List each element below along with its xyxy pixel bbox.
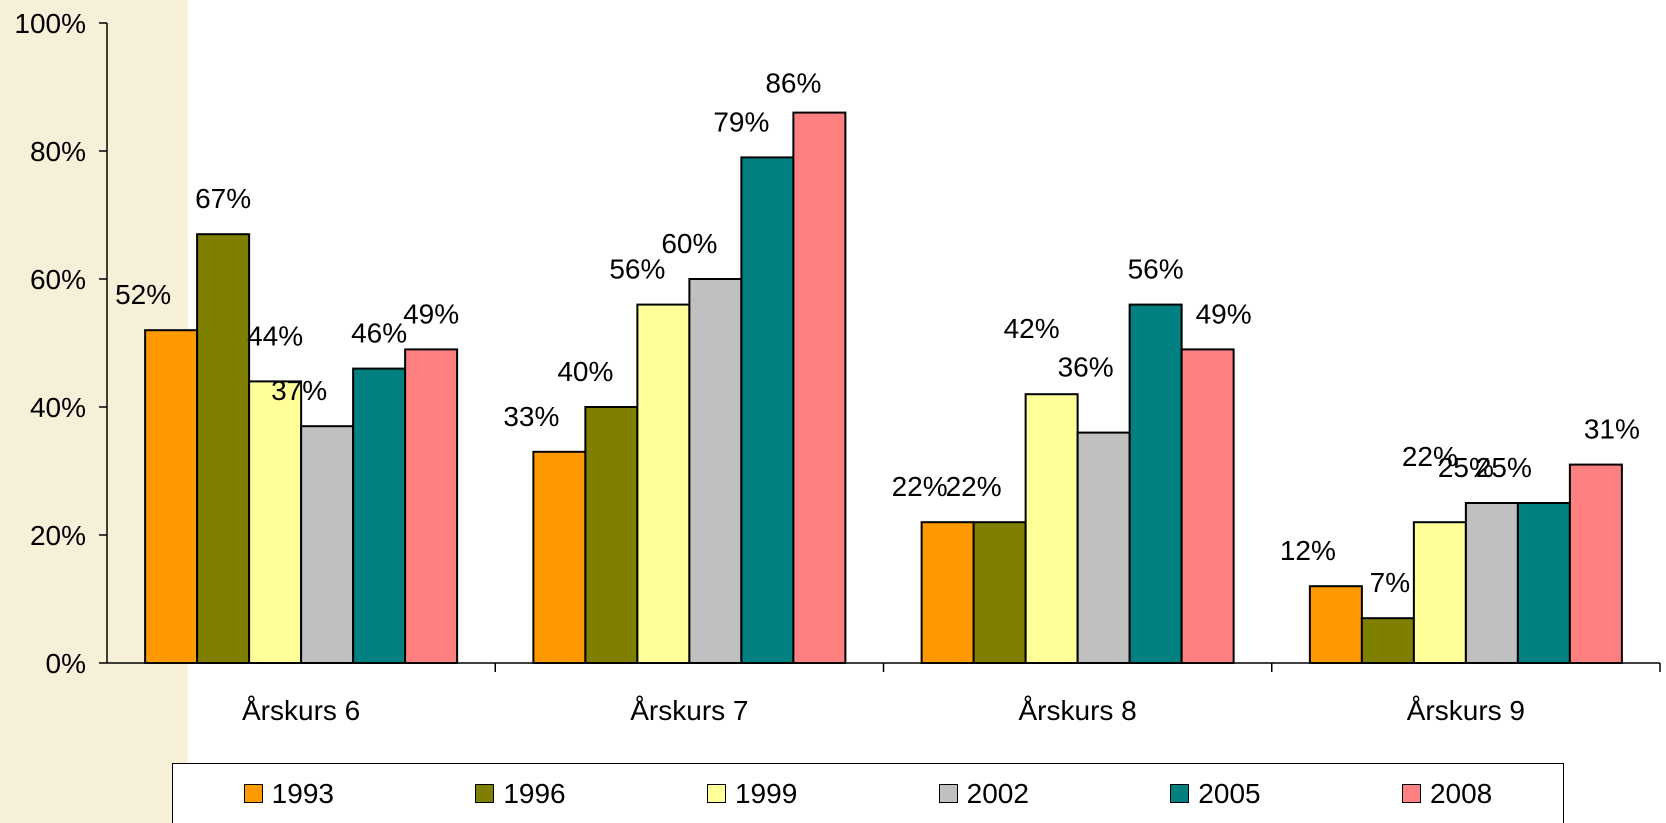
bar-1999-0	[248, 380, 303, 664]
bar-2002-1	[688, 278, 743, 664]
legend: 1993 1996 1999 2002 2005 2008	[172, 763, 1564, 823]
data-label: 67%	[195, 183, 251, 214]
bar-1999-1	[636, 303, 691, 664]
category-label: Årskurs 7	[630, 695, 748, 726]
data-label: 12%	[1280, 535, 1336, 566]
legend-swatch	[938, 784, 958, 803]
data-label: 52%	[115, 279, 171, 310]
bar-1996-0	[196, 233, 251, 664]
data-label: 31%	[1584, 414, 1640, 445]
category-label: Årskurs 9	[1407, 695, 1525, 726]
bar-1999-2	[1024, 393, 1079, 664]
legend-item: 2008	[1401, 777, 1493, 810]
data-label: 56%	[1128, 254, 1184, 285]
data-label: 25%	[1476, 452, 1532, 483]
bar-1999-3	[1412, 521, 1467, 665]
data-label: 60%	[661, 228, 717, 259]
data-label: 79%	[713, 106, 769, 137]
y-tick-label: 80%	[30, 136, 86, 167]
bar-2002-3	[1464, 502, 1519, 664]
legend-swatch	[475, 784, 495, 803]
y-tick-label: 40%	[30, 392, 86, 423]
bar-2005-3	[1516, 502, 1571, 664]
legend-item: 2005	[1170, 777, 1261, 810]
category-label: Årskurs 6	[242, 695, 360, 726]
bar-1993-2	[920, 521, 975, 665]
data-label: 40%	[557, 356, 613, 387]
legend-label: 2002	[966, 777, 1029, 809]
bar-2002-2	[1076, 431, 1131, 664]
data-label: 49%	[403, 298, 459, 329]
data-label: 49%	[1196, 298, 1252, 329]
y-tick-label: 20%	[30, 520, 86, 551]
y-tick-label: 100%	[14, 8, 86, 39]
category-label: Årskurs 8	[1019, 695, 1137, 726]
legend-label: 1996	[503, 777, 566, 809]
data-label: 7%	[1370, 567, 1410, 598]
data-label: 22%	[946, 471, 1002, 502]
bar-1996-2	[972, 521, 1027, 665]
data-label: 25%	[1438, 452, 1494, 483]
y-tick-label: 60%	[30, 264, 86, 295]
data-label: 56%	[609, 254, 665, 285]
bar-2005-2	[1128, 303, 1183, 664]
legend-swatch	[243, 784, 263, 803]
data-label: 44%	[247, 320, 303, 351]
data-label: 37%	[271, 375, 327, 406]
legend-label: 2005	[1198, 777, 1261, 809]
legend-item: 2002	[938, 777, 1029, 810]
legend-label: 1999	[734, 777, 798, 809]
bar-2008-1	[792, 111, 847, 665]
bar-chart: 0% 20% 40% 60% 80% 100% Årskurs 6 Årskurs 7 Årsk…	[14, 8, 1661, 726]
legend-item: 1996	[475, 777, 566, 810]
bar-2005-0	[352, 367, 407, 664]
data-label: 86%	[765, 68, 821, 99]
data-label: 46%	[351, 318, 407, 349]
bar-2005-1	[740, 156, 795, 664]
legend-label: 2008	[1429, 777, 1493, 809]
bar-1993-3	[1308, 585, 1363, 665]
bar-1993-0	[144, 329, 199, 664]
data-label: 33%	[503, 401, 559, 432]
legend-swatch	[1401, 784, 1421, 803]
bar-1996-3	[1360, 617, 1415, 665]
data-label: 22%	[1402, 441, 1458, 472]
legend-item: 1993	[243, 777, 334, 810]
data-label: 36%	[1058, 352, 1114, 383]
bar-2008-0	[404, 348, 459, 664]
bar-2008-3	[1568, 463, 1623, 664]
bar-2002-0	[300, 425, 355, 665]
legend-swatch	[706, 784, 726, 803]
bar-1996-1	[584, 406, 639, 664]
legend-item: 1999	[706, 777, 798, 810]
legend-label: 1993	[271, 777, 334, 809]
data-label: 42%	[1004, 313, 1060, 344]
y-tick-label: 0%	[46, 648, 86, 679]
bar-2008-2	[1180, 348, 1235, 664]
data-label: 22%	[892, 471, 948, 502]
bar-1993-1	[532, 450, 587, 664]
legend-swatch	[1170, 784, 1190, 803]
